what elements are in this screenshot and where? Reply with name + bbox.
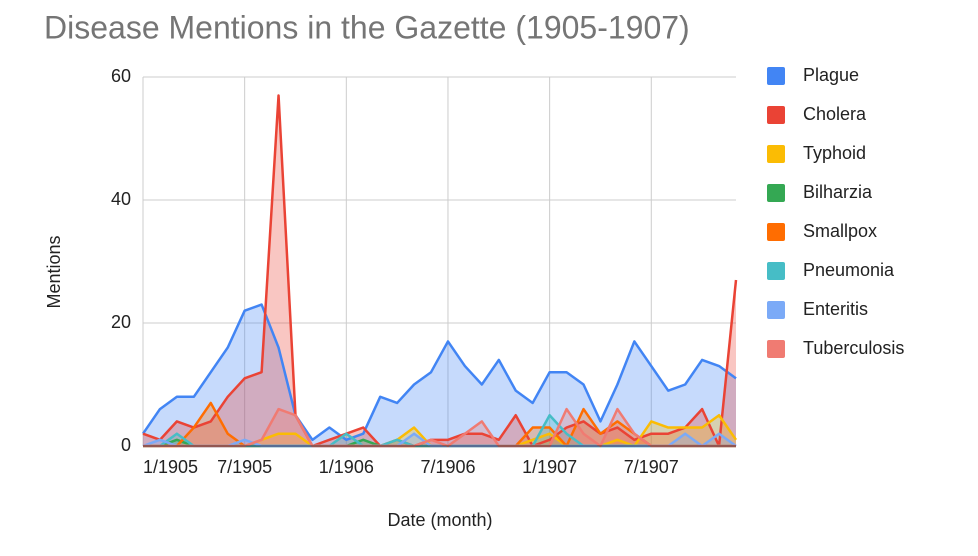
y-tick-label: 60 [111, 66, 131, 86]
legend-swatch [767, 67, 785, 85]
x-tick-label: 1/1905 [143, 457, 198, 477]
area [143, 304, 736, 446]
legend-label: Typhoid [803, 143, 866, 163]
legend-label: Pneumonia [803, 260, 895, 280]
legend-label: Cholera [803, 104, 867, 124]
line [141, 303, 737, 442]
legend-swatch [767, 106, 785, 124]
legend-label: Smallpox [803, 221, 877, 241]
y-tick-label: 40 [111, 189, 131, 209]
legend-swatch [767, 262, 785, 280]
x-axis-label: Date (month) [387, 510, 492, 530]
legend-swatch [767, 301, 785, 319]
legend-swatch [767, 145, 785, 163]
x-tick-label: 7/1906 [420, 457, 475, 477]
x-tick-label: 7/1905 [217, 457, 272, 477]
area [143, 415, 736, 446]
line [142, 94, 738, 448]
x-tick-label: 7/1907 [624, 457, 679, 477]
y-axis-label: Mentions [44, 235, 64, 308]
y-tick-label: 20 [111, 312, 131, 332]
legend-label: Bilharzia [803, 182, 873, 202]
legend-label: Plague [803, 65, 859, 85]
y-tick-label: 0 [121, 435, 131, 455]
legend-label: Tuberculosis [803, 338, 904, 358]
legend-label: Enteritis [803, 299, 868, 319]
area [143, 409, 736, 446]
legend-swatch [767, 223, 785, 241]
x-tick-label: 1/1907 [522, 457, 577, 477]
chart-title: Disease Mentions in the Gazette (1905-19… [44, 9, 690, 45]
legend-swatch [767, 340, 785, 358]
x-tick-label: 1/1906 [319, 457, 374, 477]
legend-swatch [767, 184, 785, 202]
